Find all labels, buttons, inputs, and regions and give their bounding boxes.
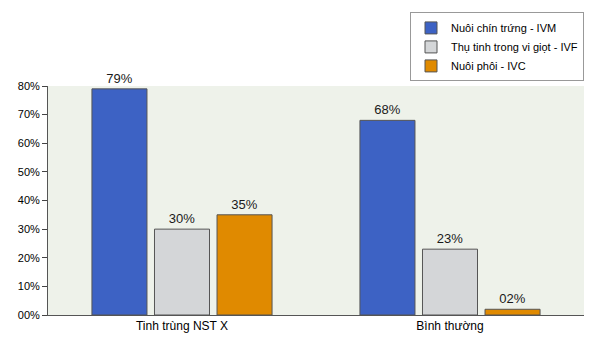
svg-text:79%: 79% bbox=[106, 71, 132, 86]
svg-text:60%: 60% bbox=[18, 137, 40, 149]
svg-text:Nuôi chín trứng - IVM: Nuôi chín trứng - IVM bbox=[451, 22, 556, 34]
svg-text:Nuôi phôi - IVC: Nuôi phôi - IVC bbox=[451, 60, 526, 72]
svg-text:40%: 40% bbox=[18, 194, 40, 206]
svg-text:80%: 80% bbox=[18, 80, 40, 92]
svg-text:30%: 30% bbox=[18, 223, 40, 235]
svg-text:70%: 70% bbox=[18, 108, 40, 120]
svg-text:20%: 20% bbox=[18, 252, 40, 264]
svg-text:68%: 68% bbox=[374, 102, 400, 117]
svg-text:02%: 02% bbox=[499, 291, 525, 306]
svg-text:Thụ tinh trong vi giọt - IVF: Thụ tinh trong vi giọt - IVF bbox=[451, 41, 578, 53]
svg-text:10%: 10% bbox=[18, 280, 40, 292]
svg-text:35%: 35% bbox=[231, 197, 257, 212]
svg-text:30%: 30% bbox=[169, 211, 195, 226]
svg-text:00%: 00% bbox=[18, 309, 40, 321]
svg-text:50%: 50% bbox=[18, 166, 40, 178]
svg-text:23%: 23% bbox=[437, 231, 463, 246]
svg-text:Tinh trùng NST X: Tinh trùng NST X bbox=[136, 319, 228, 333]
svg-text:Bình thường: Bình thường bbox=[416, 319, 483, 333]
